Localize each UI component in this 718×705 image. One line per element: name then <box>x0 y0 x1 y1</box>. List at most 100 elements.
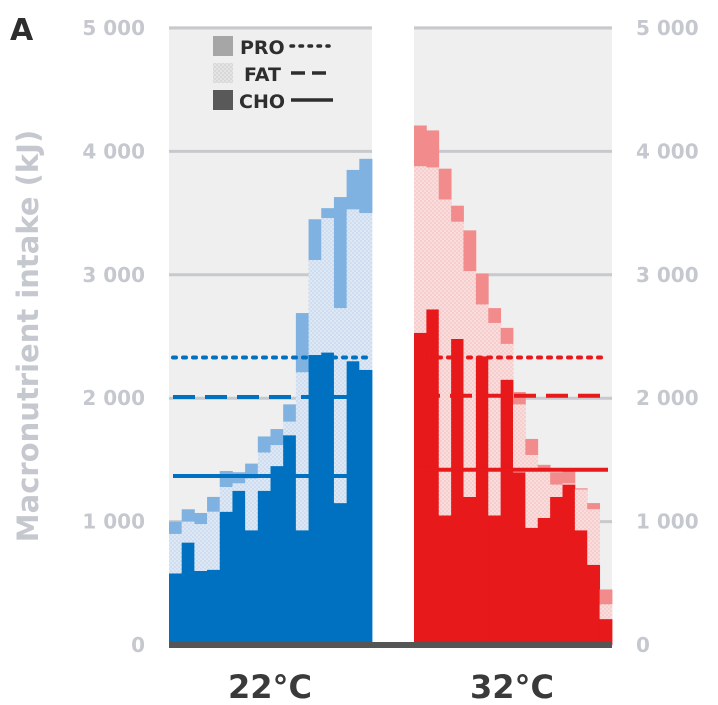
bar-pro-22c <box>257 436 271 453</box>
bar-pro-22c <box>283 404 297 422</box>
bar-cho-22c <box>295 530 309 645</box>
bar-cho-22c <box>245 530 259 645</box>
bar-fat-32c <box>599 604 613 620</box>
bar-fat-32c <box>414 166 427 333</box>
bar-fat-32c <box>451 221 464 339</box>
bar-pro-32c <box>550 472 563 485</box>
bar-pro-32c <box>438 168 452 200</box>
panel-letter: A <box>10 13 34 48</box>
bar-cho-22c <box>219 511 233 645</box>
bar-fat-22c <box>295 372 309 531</box>
y-tick-label-left: 5 000 <box>82 16 145 40</box>
bar-cho-32c <box>562 484 576 645</box>
bar-cho-32c <box>426 309 440 645</box>
bar-fat-32c <box>537 471 551 518</box>
bar-fat-22c <box>283 421 297 436</box>
bar-cho-32c <box>500 379 514 645</box>
bar-cho-22c <box>232 490 246 645</box>
bar-cho-22c <box>169 573 183 645</box>
bar-cho-32c <box>550 496 563 645</box>
bar-pro-22c <box>308 219 322 260</box>
bar-cho-32c <box>525 527 539 645</box>
legend-label-pro: PRO <box>240 37 285 59</box>
bar-pro-32c <box>426 130 440 168</box>
mean-lines <box>171 355 610 478</box>
legend-label-fat: FAT <box>244 64 281 86</box>
bar-fat-32c <box>500 343 514 380</box>
bar-pro-32c <box>451 205 464 222</box>
bar-pro-22c <box>333 197 348 309</box>
bar-pro-22c <box>346 169 360 210</box>
bar-fat-22c <box>219 487 233 512</box>
bar-pro-32c <box>475 273 489 305</box>
bar-pro-32c <box>500 327 514 344</box>
x-category-32c: 32°C <box>470 668 554 705</box>
bar-fat-22c <box>321 218 335 353</box>
legend-swatch-cho <box>213 90 233 110</box>
bar-fat-22c <box>232 483 246 491</box>
bar-fat-32c <box>463 271 477 497</box>
bar-cho-22c <box>194 570 208 645</box>
legend: PRO FAT CHO <box>213 36 333 113</box>
bar-cho-32c <box>488 515 502 645</box>
bar-cho-32c <box>451 338 464 645</box>
bar-pro-22c <box>295 313 309 373</box>
bar-cho-22c <box>207 569 221 645</box>
bars-32c <box>414 125 613 645</box>
bar-pro-22c <box>207 496 221 512</box>
bar-fat-32c <box>475 304 489 357</box>
bar-cho-32c <box>537 517 551 645</box>
bar-fat-22c <box>333 308 348 504</box>
bar-pro-32c <box>463 230 477 272</box>
bar-cho-22c <box>181 542 195 645</box>
x-axis-baseline <box>169 642 612 648</box>
x-category-22c: 22°C <box>228 668 312 705</box>
bars-22c <box>169 158 373 645</box>
bar-cho-32c <box>574 530 588 645</box>
bar-pro-32c <box>599 589 613 605</box>
bar-fat-32c <box>550 484 563 497</box>
y-tick-label-left: 1 000 <box>82 510 145 534</box>
bar-fat-22c <box>194 524 208 571</box>
bar-pro-32c <box>525 438 539 455</box>
y-tick-label-right: 2 000 <box>636 386 699 410</box>
bar-pro-32c <box>414 125 427 167</box>
bar-fat-22c <box>169 533 183 574</box>
bar-fat-32c <box>438 199 452 516</box>
y-ticks-left: 0 1 000 2 000 3 000 4 000 5 000 <box>82 16 145 657</box>
bar-pro-22c <box>359 158 373 214</box>
y-tick-label-right: 5 000 <box>636 16 699 40</box>
bar-fat-22c <box>359 213 373 370</box>
bar-fat-32c <box>587 509 601 565</box>
bar-fat-32c <box>426 167 440 310</box>
y-tick-label-right: 3 000 <box>636 263 699 287</box>
y-tick-label-right: 4 000 <box>636 139 699 163</box>
bar-pro-32c <box>587 503 601 510</box>
bar-cho-22c <box>283 435 297 645</box>
legend-swatch-pro <box>213 36 233 56</box>
y-tick-label-left: 2 000 <box>82 386 145 410</box>
bar-fat-22c <box>181 521 195 543</box>
legend-swatch-fat <box>213 63 233 83</box>
bar-fat-22c <box>257 452 271 491</box>
bar-fat-22c <box>245 478 259 531</box>
bar-cho-32c <box>438 515 452 645</box>
bar-cho-22c <box>346 361 360 645</box>
bar-cho-22c <box>321 352 335 645</box>
bar-cho-32c <box>414 332 427 645</box>
bar-pro-22c <box>181 509 195 522</box>
bar-fat-32c <box>562 483 576 485</box>
y-ticks-right: 0 1 000 2 000 3 000 4 000 5 000 <box>636 16 699 657</box>
y-tick-label-left: 3 000 <box>82 263 145 287</box>
bar-pro-22c <box>321 208 335 219</box>
bar-fat-32c <box>488 322 502 516</box>
bar-cho-32c <box>587 564 601 645</box>
bar-pro-32c <box>562 469 576 484</box>
y-tick-label-left: 0 <box>131 633 145 657</box>
bar-cho-32c <box>475 356 489 645</box>
bar-fat-32c <box>525 454 539 528</box>
bar-fat-22c <box>207 511 221 570</box>
bar-cho-32c <box>599 619 613 645</box>
legend-label-cho: CHO <box>239 91 285 113</box>
